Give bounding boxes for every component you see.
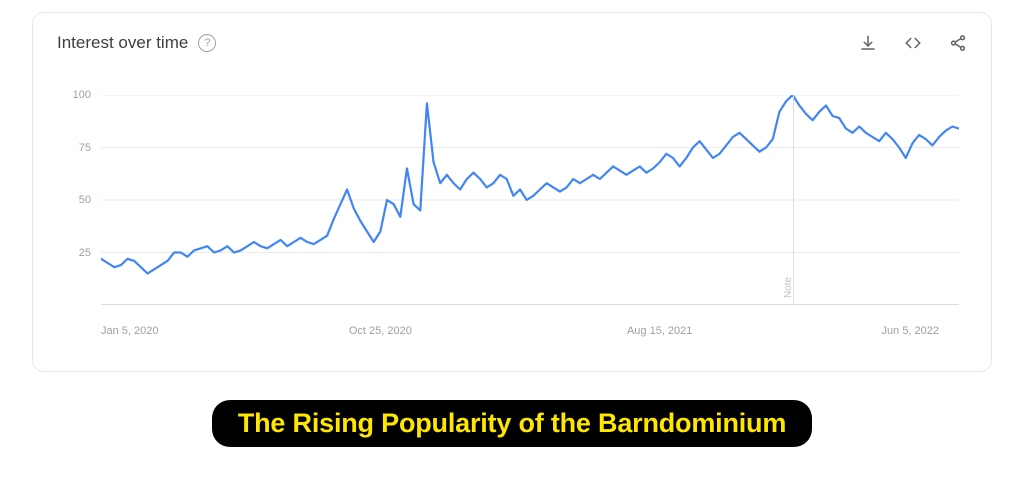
card-actions bbox=[859, 34, 967, 52]
y-tick-label: 100 bbox=[73, 89, 91, 101]
line-chart: 255075100 Note Jan 5, 2020Oct 25, 2020Au… bbox=[57, 95, 967, 343]
title-wrap: Interest over time ? bbox=[57, 33, 216, 53]
x-tick-label: Jun 5, 2022 bbox=[882, 325, 940, 337]
x-tick-label: Jan 5, 2020 bbox=[101, 325, 159, 337]
note-label: Note bbox=[783, 277, 794, 298]
note-marker: Note bbox=[793, 95, 794, 305]
card-title: Interest over time bbox=[57, 33, 188, 53]
share-icon[interactable] bbox=[949, 34, 967, 52]
trends-card: Interest over time ? 2550751 bbox=[32, 12, 992, 372]
y-axis-labels: 255075100 bbox=[57, 95, 97, 305]
y-tick-label: 50 bbox=[79, 194, 91, 206]
card-header: Interest over time ? bbox=[57, 33, 967, 53]
download-icon[interactable] bbox=[859, 34, 877, 52]
caption-banner: The Rising Popularity of the Barndominiu… bbox=[212, 400, 812, 447]
x-tick-label: Aug 15, 2021 bbox=[627, 325, 692, 337]
x-tick-label: Oct 25, 2020 bbox=[349, 325, 412, 337]
chart-svg bbox=[101, 95, 959, 305]
help-icon[interactable]: ? bbox=[198, 34, 216, 52]
caption-text: The Rising Popularity of the Barndominiu… bbox=[238, 408, 786, 438]
embed-icon[interactable] bbox=[903, 34, 923, 52]
x-axis-labels: Jan 5, 2020 Oct 25, 2020 Aug 15, 2021 Jun 5… bbox=[101, 315, 959, 343]
y-tick-label: 75 bbox=[79, 142, 91, 154]
y-tick-label: 25 bbox=[79, 247, 91, 259]
